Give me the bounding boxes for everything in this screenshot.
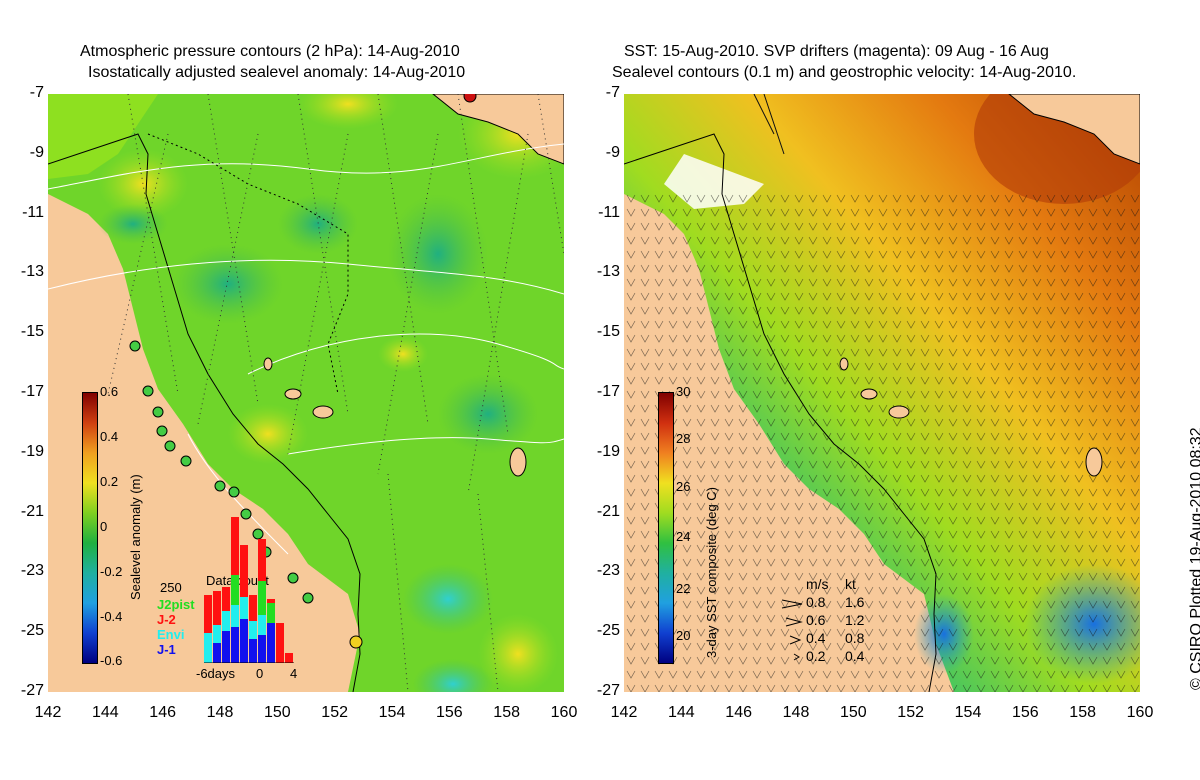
speed-kt: 1.2 [845,612,865,628]
right-map-svg [624,94,1140,692]
x-tick-label: 146 [149,704,176,721]
legend-j1: J-1 [157,642,176,657]
x-tick-label: 150 [839,704,867,721]
left-title-line1: Atmospheric pressure contours (2 hPa): 1… [80,43,460,60]
x-tick-label: 148 [206,704,234,721]
y-tick-label: -19 [596,442,620,460]
speed-kt: 0.8 [845,630,865,646]
right-title-line2: Sealevel contours (0.1 m) and geostrophi… [612,64,1077,81]
speed-ms: 0.8 [806,594,826,610]
speed-header-ms: m/s [806,576,829,592]
x-tick-label: 160 [550,704,578,721]
y-tick-label: -15 [20,323,44,341]
left-cb-title: Sealevel anomaly (m) [128,474,143,600]
left-cb-tick: 0 [100,519,108,534]
legend-j2pist: J2pist [157,597,195,612]
right-cb-title: 3-day SST composite (deg C) [704,487,719,658]
x-tick-label: 152 [897,704,924,721]
left-cb-tick: -0.6 [100,653,123,668]
legend-envi: Envi [157,627,185,642]
x-tick-label: 156 [435,704,463,721]
speed-ms: 0.4 [806,630,826,646]
x-tick-label: 144 [91,704,119,721]
left-map-svg [48,94,564,692]
right-cb-tick: 20 [676,628,691,643]
y-tick-label: -17 [20,383,44,400]
right-cb-tick: 26 [676,479,691,494]
hist-x-label: -6days [196,666,236,681]
right-cb-tick: 24 [676,529,691,544]
right-map[interactable] [624,94,1140,692]
y-tick-label: -7 [605,84,620,101]
x-tick-label: 160 [1126,704,1154,721]
x-tick-label: 152 [321,704,348,721]
y-tick-label: -21 [20,502,44,520]
credit-text: © CSIRO Plotted 19-Aug-2010 08:32 [1188,427,1200,690]
left-title-line2: Isostatically adjusted sealevel anomaly:… [88,64,466,81]
y-tick-label: -23 [20,562,44,580]
speed-header-kt: kt [845,576,856,592]
left-colorbar [82,392,98,664]
y-tick-label: -13 [20,263,44,281]
left-map[interactable] [48,94,564,692]
x-tick-label: 156 [1011,704,1039,721]
x-tick-label: 146 [725,704,752,721]
y-tick-label: -11 [22,203,44,221]
y-tick-label: -23 [596,562,620,580]
right-cb-tick: 28 [676,431,691,446]
left-cb-tick: -0.2 [100,564,123,579]
hist-x-label: 0 [256,666,264,681]
speed-arrow-icons [781,599,803,661]
y-tick-label: -19 [20,442,44,460]
y-tick-label: -15 [596,323,620,341]
x-tick-label: 154 [954,704,982,721]
x-tick-label: 154 [378,704,406,721]
legend-j2: J-2 [157,612,176,627]
right-cb-tick: 22 [676,581,691,596]
y-tick-label: -27 [596,682,620,699]
y-tick-label: -25 [596,622,620,640]
x-tick-label: 158 [493,704,520,721]
x-tick-label: 148 [782,704,810,721]
y-tick-label: -7 [29,84,44,101]
y-tick-label: -27 [20,682,44,699]
x-tick-label: 142 [34,704,62,721]
hist-x-label: 4 [290,666,298,681]
right-title-line1: SST: 15-Aug-2010. SVP drifters (magenta)… [624,43,1049,60]
y-tick-label: -13 [596,263,620,281]
y-tick-label: -11 [598,203,620,221]
x-tick-label: 150 [263,704,291,721]
x-tick-label: 144 [667,704,695,721]
y-tick-label: -9 [605,143,620,161]
left-cb-tick: 0.4 [100,429,119,444]
speed-kt: 0.4 [845,648,865,664]
y-tick-label: -25 [20,622,44,640]
left-cb-tick: 0.6 [100,384,119,399]
speed-ms: 0.2 [806,648,826,664]
speed-kt: 1.6 [845,594,865,610]
speed-ms: 0.6 [806,612,826,628]
right-cb-tick: 30 [676,384,691,399]
y-tick-label: -21 [596,502,620,520]
left-cb-tick: -0.4 [100,609,123,624]
data-count-histogram [204,517,294,663]
left-cb-tick: 0.2 [100,474,119,489]
y-tick-label: -9 [29,143,44,161]
y-tick-label: -17 [596,383,620,400]
hist-max-label: 250 [160,580,182,595]
x-tick-label: 158 [1069,704,1096,721]
x-tick-label: 142 [610,704,638,721]
right-colorbar [658,392,674,664]
